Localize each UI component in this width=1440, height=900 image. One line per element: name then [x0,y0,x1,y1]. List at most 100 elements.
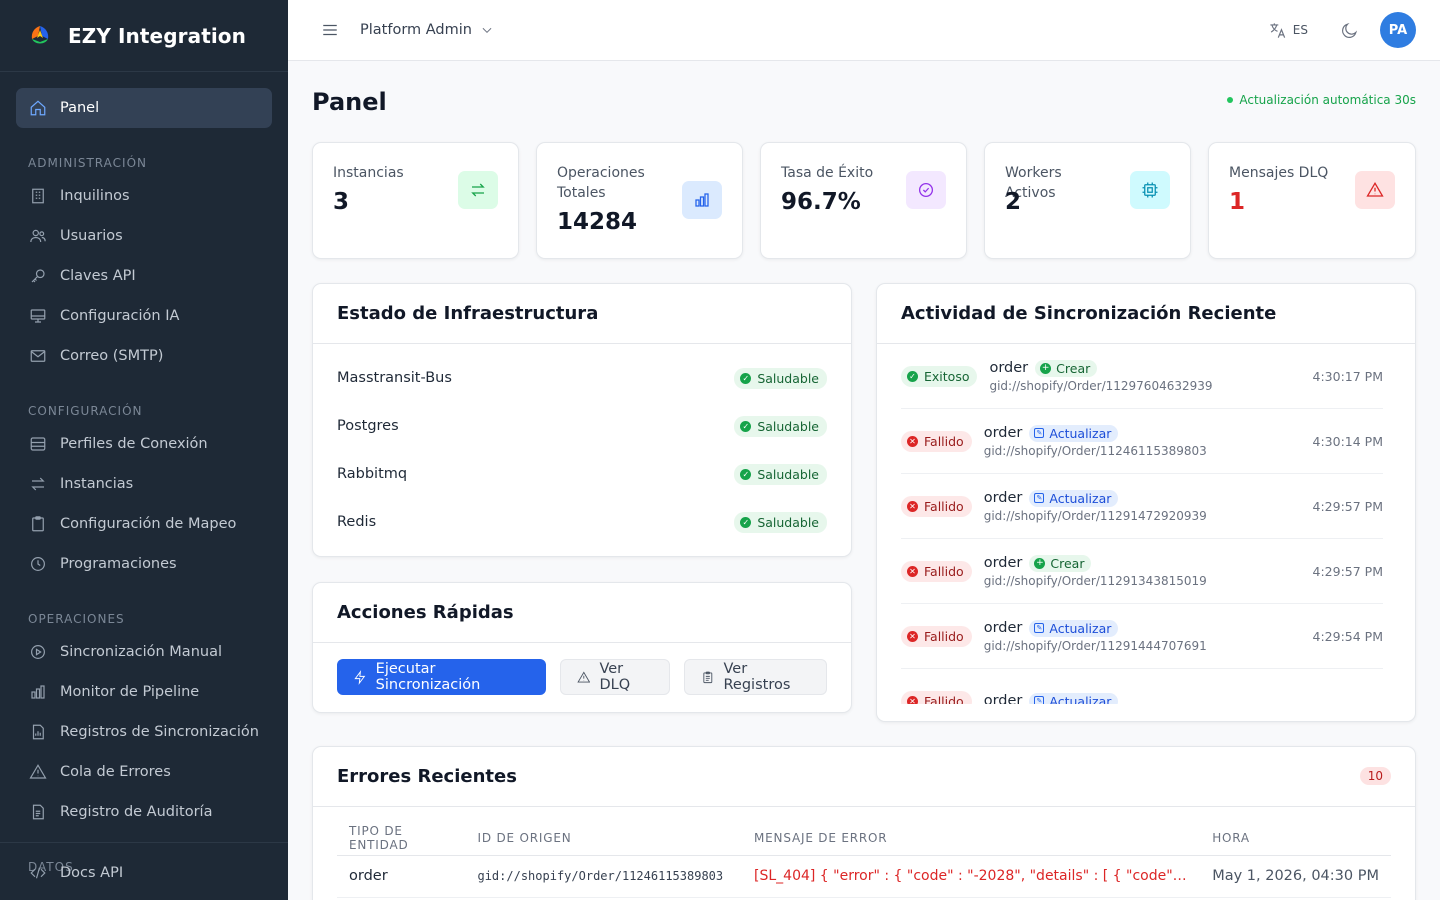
column-header[interactable]: HORA [1200,807,1391,856]
sidebar-item-ai-config[interactable]: Configuración IA [16,296,272,336]
infra-row: Masstransit-Bus ✓ Saludable [313,354,851,402]
recent-errors-card: Errores Recientes 10 TIPO DE ENTIDAD ID … [312,746,1416,900]
stat-value: 1 [1229,189,1246,215]
list-item[interactable]: ✕ Fallido order ✎ Actualizar gid://shopify/… [901,409,1383,474]
clipboard-list-icon [703,671,713,683]
clipboard-icon [28,514,48,534]
sidebar-item-api-docs[interactable]: Docs API [16,853,272,893]
run-sync-button[interactable]: Ejecutar Sincronización [337,659,546,695]
entity-type: order [983,620,1023,636]
sidebar-item-schedules[interactable]: Programaciones [16,544,272,584]
view-logs-button[interactable]: Ver Registros [683,659,828,695]
tenant-selector[interactable]: Platform Admin [360,22,494,38]
cpu-icon [1130,171,1170,209]
x-circle-icon: ✕ [907,695,918,704]
status-badge: ✓ Saludable [734,415,827,437]
sidebar-item-label: Inquilinos [60,188,130,204]
operation-badge: ✎ Actualizar [1029,424,1119,442]
error-message-cell: [SL_404] { "error" : { "code" : "-2028",… [742,855,1201,898]
language-switcher[interactable]: ES [1268,21,1308,40]
sidebar-item-label: Cola de Errores [60,764,171,780]
stat-card-success-rate: Tasa de Éxito 96.7% [760,142,967,259]
table-row[interactable]: order gid://shopify/Order/11246115389803… [337,855,1391,898]
sidebar-item-users[interactable]: Usuarios [16,216,272,256]
infra-row: Rabbitmq ✓ Saludable [313,450,851,498]
edit-icon: ✎ [1034,428,1045,438]
sidebar-item-label: Registro de Auditoría [60,804,213,820]
status-badge: ✕ Fallido [901,430,972,452]
sidebar-item-api-keys[interactable]: Claves API [16,256,272,296]
source-id-cell: gid://shopify/Order/11246115389803 [465,855,743,898]
column-header[interactable]: TIPO DE ENTIDAD [337,807,466,856]
source-id: gid://shopify/Order/11297604632939 [989,378,1213,393]
sidebar-item-smtp[interactable]: Correo (SMTP) [16,336,272,376]
edit-icon: ✎ [1034,623,1045,633]
sidebar-footer: Docs API [0,842,288,900]
timestamp: 4:30:14 PM [1312,433,1383,449]
auto-refresh-indicator: Actualización automática 30s [1227,93,1416,107]
status-badge: ✕ Fallido [901,690,972,704]
stat-card-workers: Workers Activos 2 [984,142,1191,259]
bar-chart-icon [682,181,722,219]
sync-activity-list[interactable]: ✓ Exitoso order + Crear gid://shopify/Order… [877,344,1415,704]
x-circle-icon: ✕ [907,565,918,577]
translate-icon [1270,22,1285,38]
list-item[interactable]: ✕ Fallido order ✎ Actualizar gid://shopify/… [901,474,1383,539]
status-badge: ✓ Saludable [734,511,827,533]
sync-activity-card: Actividad de Sincronización Reciente ✓ Ex… [876,283,1416,722]
mail-icon [28,346,48,366]
sidebar-item-tenants[interactable]: Inquilinos [16,176,272,216]
column-header[interactable]: ID DE ORIGEN [465,807,743,856]
sidebar-item-pipeline[interactable]: Monitor de Pipeline [16,672,272,712]
entity-type: order [989,360,1029,376]
sidebar-item-error-queue[interactable]: Cola de Errores [16,752,272,792]
status-badge: ✕ Fallido [901,625,972,647]
view-dlq-button[interactable]: Ver DLQ [559,659,670,695]
menu-toggle-button[interactable] [318,18,342,42]
activity-info: order + Crear gid://shopify/Order/11291343… [984,554,1207,588]
sidebar-nav: Panel ADMINISTRACIÓN Inquilinos Usuarios… [0,72,288,880]
sidebar-item-profiles[interactable]: Perfiles de Conexión [16,424,272,464]
list-item[interactable]: ✕ Fallido order ✎ Actualizar gid://shopify/… [901,604,1383,669]
tenant-name: Platform Admin [360,22,472,38]
sidebar-item-label: Instancias [60,476,134,492]
infrastructure-list: Masstransit-Bus ✓ Saludable Postgres ✓ Sal… [313,344,851,546]
stat-card-instances: Instancias 3 [312,142,519,259]
infra-row: Redis ✓ Saludable [313,498,851,546]
sidebar-item-label: Programaciones [60,556,177,572]
sidebar-item-label: Sincronización Manual [60,644,222,660]
status-label: Saludable [757,466,819,482]
stat-label: Mensajes DLQ [1229,165,1329,181]
avatar[interactable]: PA [1380,12,1416,48]
operation-badge: + Crear [1035,359,1098,377]
column-header[interactable]: MENSAJE DE ERROR [742,807,1201,856]
stat-value: 96.7% [781,189,861,215]
recent-errors-title: Errores Recientes [313,747,1415,807]
sidebar-item-mapping[interactable]: Configuración de Mapeo [16,504,272,544]
list-item[interactable]: ✕ Fallido order ✎ Actualizar [901,669,1383,704]
operation-badge: ✎ Actualizar [1029,619,1119,637]
x-circle-icon: ✕ [907,500,918,512]
sidebar-item-panel[interactable]: Panel [16,88,272,128]
sidebar-item-audit[interactable]: Registro de Auditoría [16,792,272,832]
infra-row: Postgres ✓ Saludable [313,402,851,450]
sidebar-item-sync-logs[interactable]: Registros de Sincronización [16,712,272,752]
sidebar-item-manual-sync[interactable]: Sincronización Manual [16,632,272,672]
auto-refresh-label: Actualización automática 30s [1239,93,1416,107]
theme-toggle-button[interactable] [1338,19,1360,41]
stat-label: Instancias [333,165,404,181]
infrastructure-card: Estado de Infraestructura Masstransit-Bu… [312,283,852,557]
sidebar-item-instances[interactable]: Instancias [16,464,272,504]
bar-chart-icon [28,682,48,702]
check-icon: ✓ [740,372,752,384]
building-icon [28,186,48,206]
entity-type: order [983,693,1023,704]
source-id: gid://shopify/Order/11291444707691 [983,638,1207,653]
brand[interactable]: EZY Integration [0,0,288,72]
list-item[interactable]: ✓ Exitoso order + Crear gid://shopify/Order… [901,344,1383,409]
operation-label: Actualizar [1049,425,1112,441]
list-item[interactable]: ✕ Fallido order + Crear gid://shopify/Order… [901,539,1383,604]
operation-badge: ✎ Actualizar [1029,489,1119,507]
stat-card-dlq: Mensajes DLQ 1 [1208,142,1416,259]
errors-table: TIPO DE ENTIDAD ID DE ORIGEN MENSAJE DE … [337,807,1391,898]
